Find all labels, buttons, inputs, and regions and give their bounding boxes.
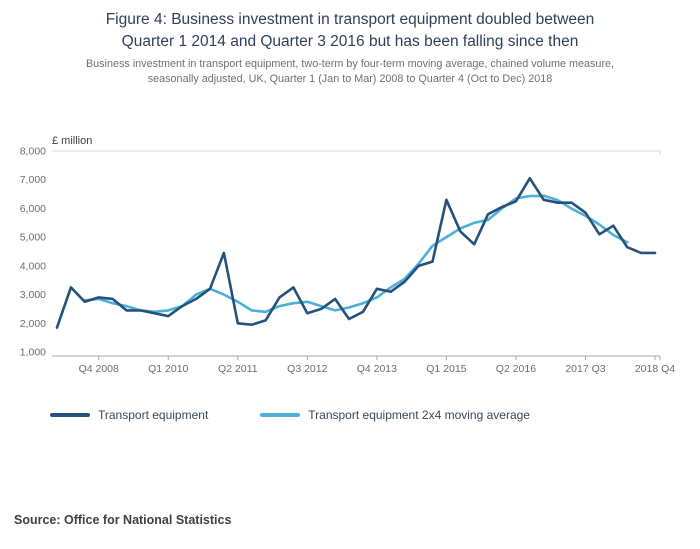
line-chart-canvas: 1,000 2,000 3,000 4,000 5,000 6,000 7,000 8,000… [20, 135, 676, 375]
svg-text:£ million: £ million [52, 135, 92, 147]
svg-text:3,000: 3,000 [20, 289, 46, 301]
svg-text:Q2 2016: Q2 2016 [496, 363, 536, 375]
svg-text:6,000: 6,000 [20, 203, 46, 215]
svg-text:5,000: 5,000 [20, 232, 46, 244]
svg-text:2017 Q3: 2017 Q3 [565, 363, 605, 375]
transport-equipment-line [55, 176, 657, 329]
light-line-swatch-icon [260, 413, 301, 417]
figure-subtitle: Business investment in transport equipme… [0, 57, 700, 87]
svg-text:Q4 2008: Q4 2008 [79, 363, 119, 375]
chart-legend: Transport equipment Transport equipment … [50, 408, 530, 422]
legend-label-moving-average: Transport equipment 2x4 moving average [308, 408, 530, 422]
svg-text:4,000: 4,000 [20, 260, 46, 272]
svg-text:Q1 2015: Q1 2015 [426, 363, 466, 375]
svg-text:7,000: 7,000 [20, 174, 46, 186]
figure-title: Figure 4: Business investment in transpo… [0, 9, 700, 53]
svg-text:2,000: 2,000 [20, 318, 46, 330]
figure-subtitle-line-2: seasonally adjusted, UK, Quarter 1 (Jan … [147, 73, 553, 85]
chart-area: 1,000 2,000 3,000 4,000 5,000 6,000 7,000 8,000… [0, 128, 700, 388]
figure-title-line-2: Quarter 1 2014 and Quarter 3 2016 but ha… [121, 33, 579, 50]
legend-label-transport-equipment: Transport equipment [98, 408, 209, 422]
figure-subtitle-line-1: Business investment in transport equipme… [85, 58, 615, 70]
legend-item-moving-average: Transport equipment 2x4 moving average [260, 408, 530, 422]
svg-text:8,000: 8,000 [20, 146, 46, 158]
figure-title-line-1: Figure 4: Business investment in transpo… [105, 11, 595, 28]
svg-text:Q1 2010: Q1 2010 [148, 363, 188, 375]
svg-text:2018 Q4: 2018 Q4 [635, 363, 675, 375]
dark-line-swatch-icon [50, 413, 90, 417]
moving-average-line [83, 194, 629, 314]
svg-text:1,000: 1,000 [20, 347, 46, 359]
svg-text:Q3 2012: Q3 2012 [287, 363, 327, 375]
svg-text:Q4 2013: Q4 2013 [357, 363, 397, 375]
svg-text:Q2 2011: Q2 2011 [218, 363, 258, 375]
source-attribution: Source: Office for National Statistics [14, 513, 232, 527]
legend-item-transport-equipment: Transport equipment [50, 408, 208, 422]
